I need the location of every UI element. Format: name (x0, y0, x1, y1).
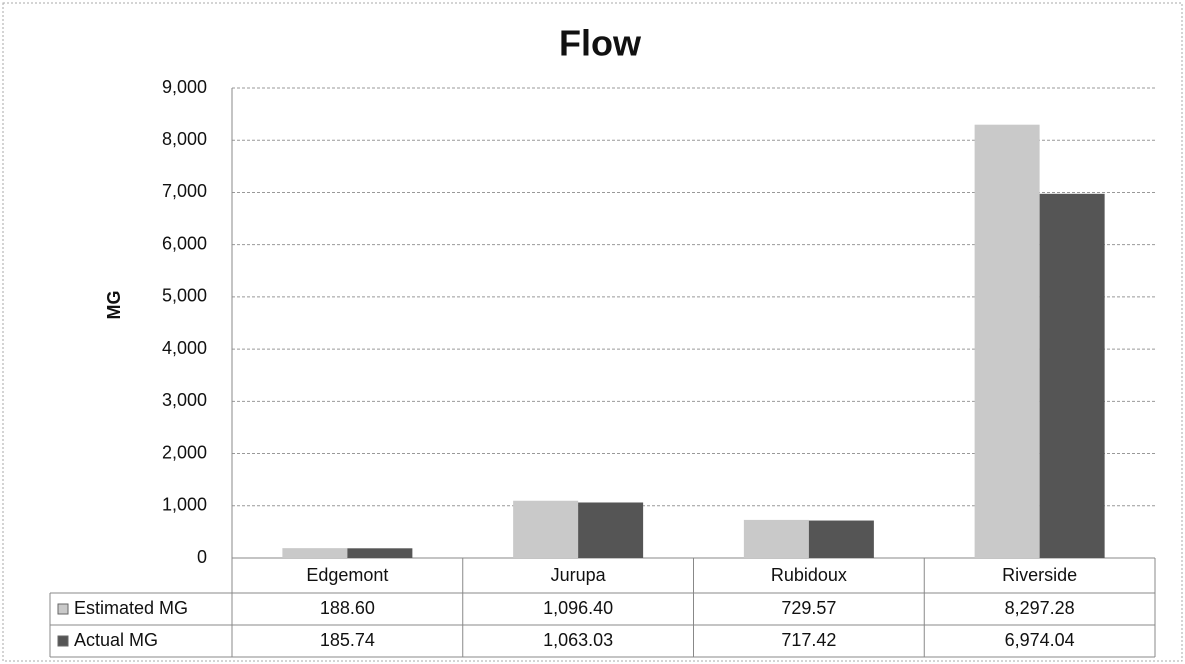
y-tick-label: 4,000 (162, 338, 207, 358)
y-tick-label: 9,000 (162, 77, 207, 97)
value-label: 717.42 (781, 630, 836, 650)
category-label: Riverside (1002, 565, 1077, 585)
category-label: Rubidoux (771, 565, 847, 585)
y-tick-label: 1,000 (162, 495, 207, 515)
y-tick-label: 8,000 (162, 129, 207, 149)
bar (743, 519, 809, 558)
bar (513, 500, 579, 558)
bar (347, 548, 413, 558)
bar (1039, 193, 1105, 558)
bar (282, 548, 348, 558)
legend-key (57, 603, 69, 615)
legend-key (57, 635, 69, 647)
value-label: 185.74 (320, 630, 375, 650)
value-label: 729.57 (781, 598, 836, 618)
legend-label: Actual MG (74, 630, 158, 650)
y-axis-label: MG (104, 291, 124, 320)
value-label: 1,063.03 (543, 630, 613, 650)
category-label: Jurupa (551, 565, 607, 585)
value-label: 6,974.04 (1005, 630, 1075, 650)
bar (578, 502, 644, 558)
legend-label: Estimated MG (74, 598, 188, 618)
bar (974, 124, 1040, 558)
y-tick-label: 3,000 (162, 390, 207, 410)
y-tick-label: 0 (197, 547, 207, 567)
value-label: 8,297.28 (1005, 598, 1075, 618)
category-label: Edgemont (306, 565, 388, 585)
bar (808, 520, 874, 558)
y-tick-label: 2,000 (162, 442, 207, 462)
y-tick-label: 7,000 (162, 181, 207, 201)
y-tick-label: 6,000 (162, 233, 207, 253)
chart-title: Flow (559, 23, 642, 64)
value-label: 188.60 (320, 598, 375, 618)
value-label: 1,096.40 (543, 598, 613, 618)
y-tick-label: 5,000 (162, 286, 207, 306)
